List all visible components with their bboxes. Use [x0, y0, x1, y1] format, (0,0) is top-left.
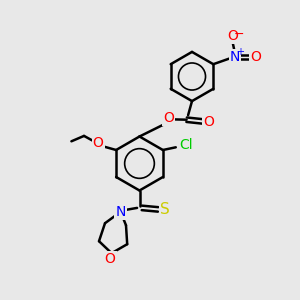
Text: N: N	[230, 50, 240, 64]
Text: −: −	[233, 28, 244, 41]
Text: S: S	[160, 202, 169, 217]
Text: O: O	[250, 50, 261, 64]
Text: O: O	[163, 111, 174, 124]
Text: N: N	[116, 205, 126, 219]
Text: O: O	[93, 136, 104, 150]
Text: Cl: Cl	[179, 138, 193, 152]
Text: +: +	[236, 46, 244, 57]
Text: O: O	[227, 29, 238, 43]
Text: O: O	[105, 252, 116, 266]
Text: O: O	[203, 115, 214, 129]
